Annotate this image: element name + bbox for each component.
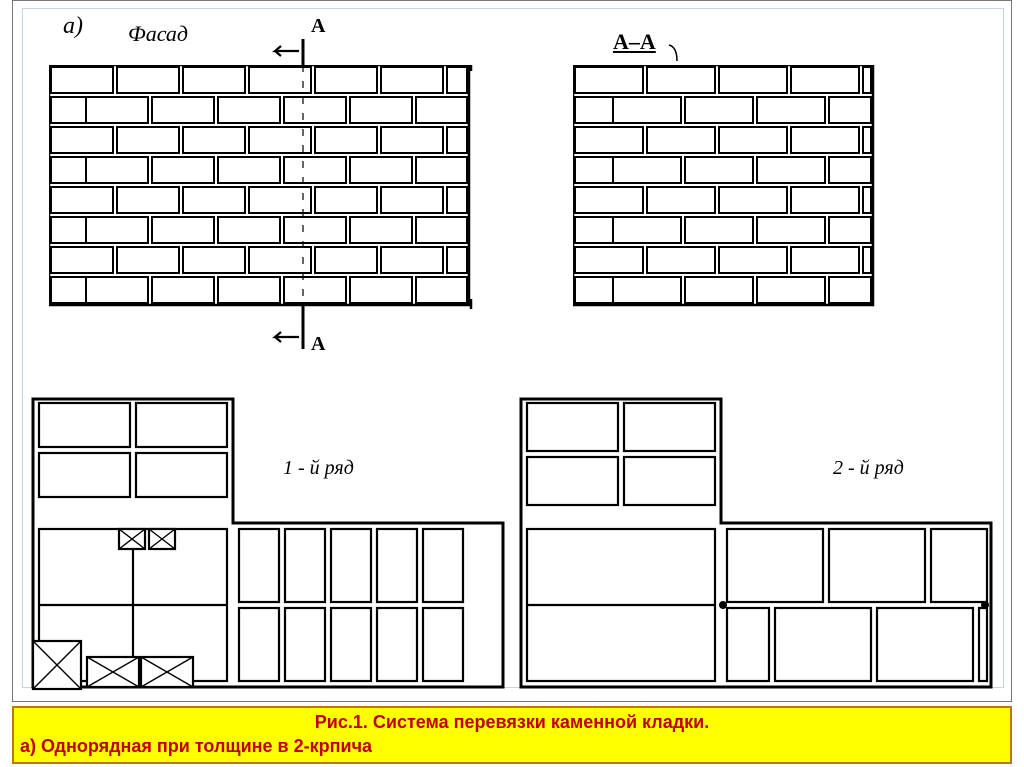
caption-line-1: Рис.1. Система перевязки каменной кладки… [22,712,1002,733]
caption-box: Рис.1. Система перевязки каменной кладки… [12,706,1012,764]
figure-area: а) Фасад А–А А А 1 - й ряд 2 - й ряд [22,8,1004,688]
caption-line-2: а) Однорядная при толщине в 2-крпича [20,736,1002,757]
plan-row-2 [23,9,1003,699]
